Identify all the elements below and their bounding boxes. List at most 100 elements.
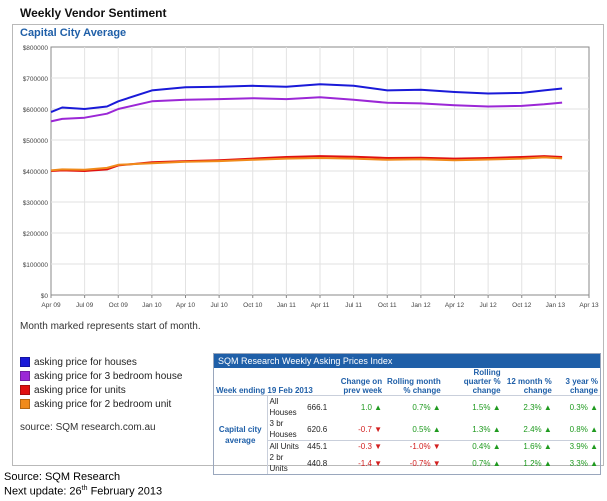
cell-value: 3.3% [569,458,588,468]
cell-value: 0.5% [412,424,431,434]
series-line-3 [50,156,563,172]
x-tick-label: Jul 12 [479,302,497,309]
index-table-title: SQM Research Weekly Asking Prices Index [214,354,600,368]
table-row: All Units 445.1 -0.3 ▼ -1.0% ▼ 0.4% ▲ 1.… [214,440,600,452]
index-table-box: SQM Research Weekly Asking Prices Index … [213,353,601,475]
cell-value: 0.8% [569,424,588,434]
cell-value: -0.7% [409,458,431,468]
row-value: 440.8 [307,458,328,468]
y-tick-label: $0 [41,293,49,300]
arrow-up-icon: ▲ [432,402,441,412]
y-tick-label: $800000 [23,45,49,52]
arrow-up-icon: ▲ [432,424,441,434]
arrow-up-icon: ▲ [543,424,552,434]
next-update-prefix: Next update: 26 [4,485,82,498]
arrow-down-icon: ▼ [432,458,441,468]
arrow-down-icon: ▼ [374,458,383,468]
arrow-down-icon: ▼ [374,442,383,451]
arrow-up-icon: ▲ [492,442,501,451]
table-row: 2 br Units 440.8 -1.4 ▼ -0.7% ▼ 0.7% ▲ 1… [214,452,600,474]
x-tick-label: Apr 09 [41,302,61,309]
y-tick-label: $700000 [23,76,49,83]
cell-value: -0.3 [358,442,372,451]
legend-label: asking price for 3 bedroom house [34,370,183,382]
cell-value: 3.9% [569,442,588,451]
cell-value: 2.3% [523,402,542,412]
row-type: All Houses [267,395,306,418]
x-tick-label: Apr 13 [579,302,599,309]
chart-note: Month marked represents start of month. [20,321,201,332]
cell-value: -1.0% [409,442,431,451]
legend-source: source: SQM research.com.au [20,422,156,433]
row-type: 2 br Units [269,453,288,473]
x-tick-label: Apr 11 [311,302,330,309]
header-3-year: 3 year % change [565,377,598,395]
cell-value: 0.7% [412,402,431,412]
header-change-prev-week: Change on prev week [340,377,383,395]
legend-item: asking price for 2 bedroom unit [20,397,182,411]
cell-value: 0.4% [472,442,491,451]
arrow-up-icon: ▲ [543,402,552,412]
cell-value: 2.4% [523,424,542,434]
line-chart: $0 $100000 $200000 $300000 $400000 $500000 $60… [23,45,599,309]
arrow-up-icon: ▲ [492,402,501,412]
x-tick-label: Jan 10 [142,302,162,309]
arrow-up-icon: ▲ [492,458,501,468]
legend-label: asking price for units [34,384,126,396]
next-update-sup: th [81,485,88,492]
arrow-up-icon: ▲ [374,402,383,412]
legend: asking price for houses asking price for… [20,355,182,411]
y-tick-label: $300000 [23,200,49,207]
arrow-up-icon: ▲ [590,402,598,412]
x-tick-label: Jul 11 [345,302,362,309]
x-tick-label: Apr 10 [176,302,196,309]
row-value: 620.6 [307,424,328,434]
x-tick-label: Oct 11 [378,302,397,309]
cell-value: 1.2% [523,458,542,468]
week-label: Week ending 19 Feb 2013 [216,386,313,395]
legend-swatch-3br-house [20,371,30,381]
legend-swatch-units [20,385,30,395]
arrow-up-icon: ▲ [543,458,552,468]
cell-value: 1.6% [523,442,542,451]
y-tick-label: $100000 [23,262,49,269]
arrow-up-icon: ▲ [590,424,598,434]
table-row: Capital city average All Houses 666.1 1.… [214,395,600,474]
x-tick-label: Oct 09 [109,302,129,309]
row-value: 445.1 [305,440,330,452]
row-value: 666.1 [305,395,330,418]
row-type: All Units [267,440,306,452]
chart-title: Capital City Average [20,27,127,39]
y-tick-label: $600000 [23,107,49,114]
cell-value: -1.4 [358,458,372,468]
footer-next-update: Next update: 26th February 2013 [4,483,162,498]
cell-value: -0.7 [358,424,372,434]
legend-swatch-houses [20,357,30,367]
x-tick-label: Jul 09 [76,302,94,309]
y-tick-label: $500000 [23,138,49,145]
x-tick-label: Jul 10 [210,302,228,309]
legend-label: asking price for houses [34,356,137,368]
legend-swatch-2br-unit [20,399,30,409]
group-label: Capital city average [214,395,268,474]
next-update-suffix: February 2013 [87,485,163,498]
x-tick-label: Apr 12 [445,302,465,309]
arrow-up-icon: ▲ [492,424,501,434]
legend-item: asking price for houses [20,355,182,369]
arrow-up-icon: ▲ [590,458,598,468]
arrow-down-icon: ▼ [432,442,441,451]
legend-item: asking price for units [20,383,182,397]
index-header-row: Week ending 19 Feb 2013 Change on prev w… [214,368,600,396]
header-rolling-quarter: Rolling quarter % change [463,368,501,395]
arrow-up-icon: ▲ [543,442,552,451]
footer: Source: SQM Research Next update: 26th F… [4,471,162,498]
x-tick-label: Jan 11 [277,302,296,309]
cell-value: 0.3% [569,402,588,412]
page-title: Weekly Vendor Sentiment [20,6,167,20]
footer-source: Source: SQM Research [4,471,121,483]
row-type: 3 br Houses [269,419,297,439]
chart-panel: Capital City Average $0 $100000 $200000 $30… [12,24,604,475]
series-line-0 [50,83,563,114]
x-tick-label: Jan 13 [546,302,566,309]
arrow-up-icon: ▲ [590,442,598,451]
